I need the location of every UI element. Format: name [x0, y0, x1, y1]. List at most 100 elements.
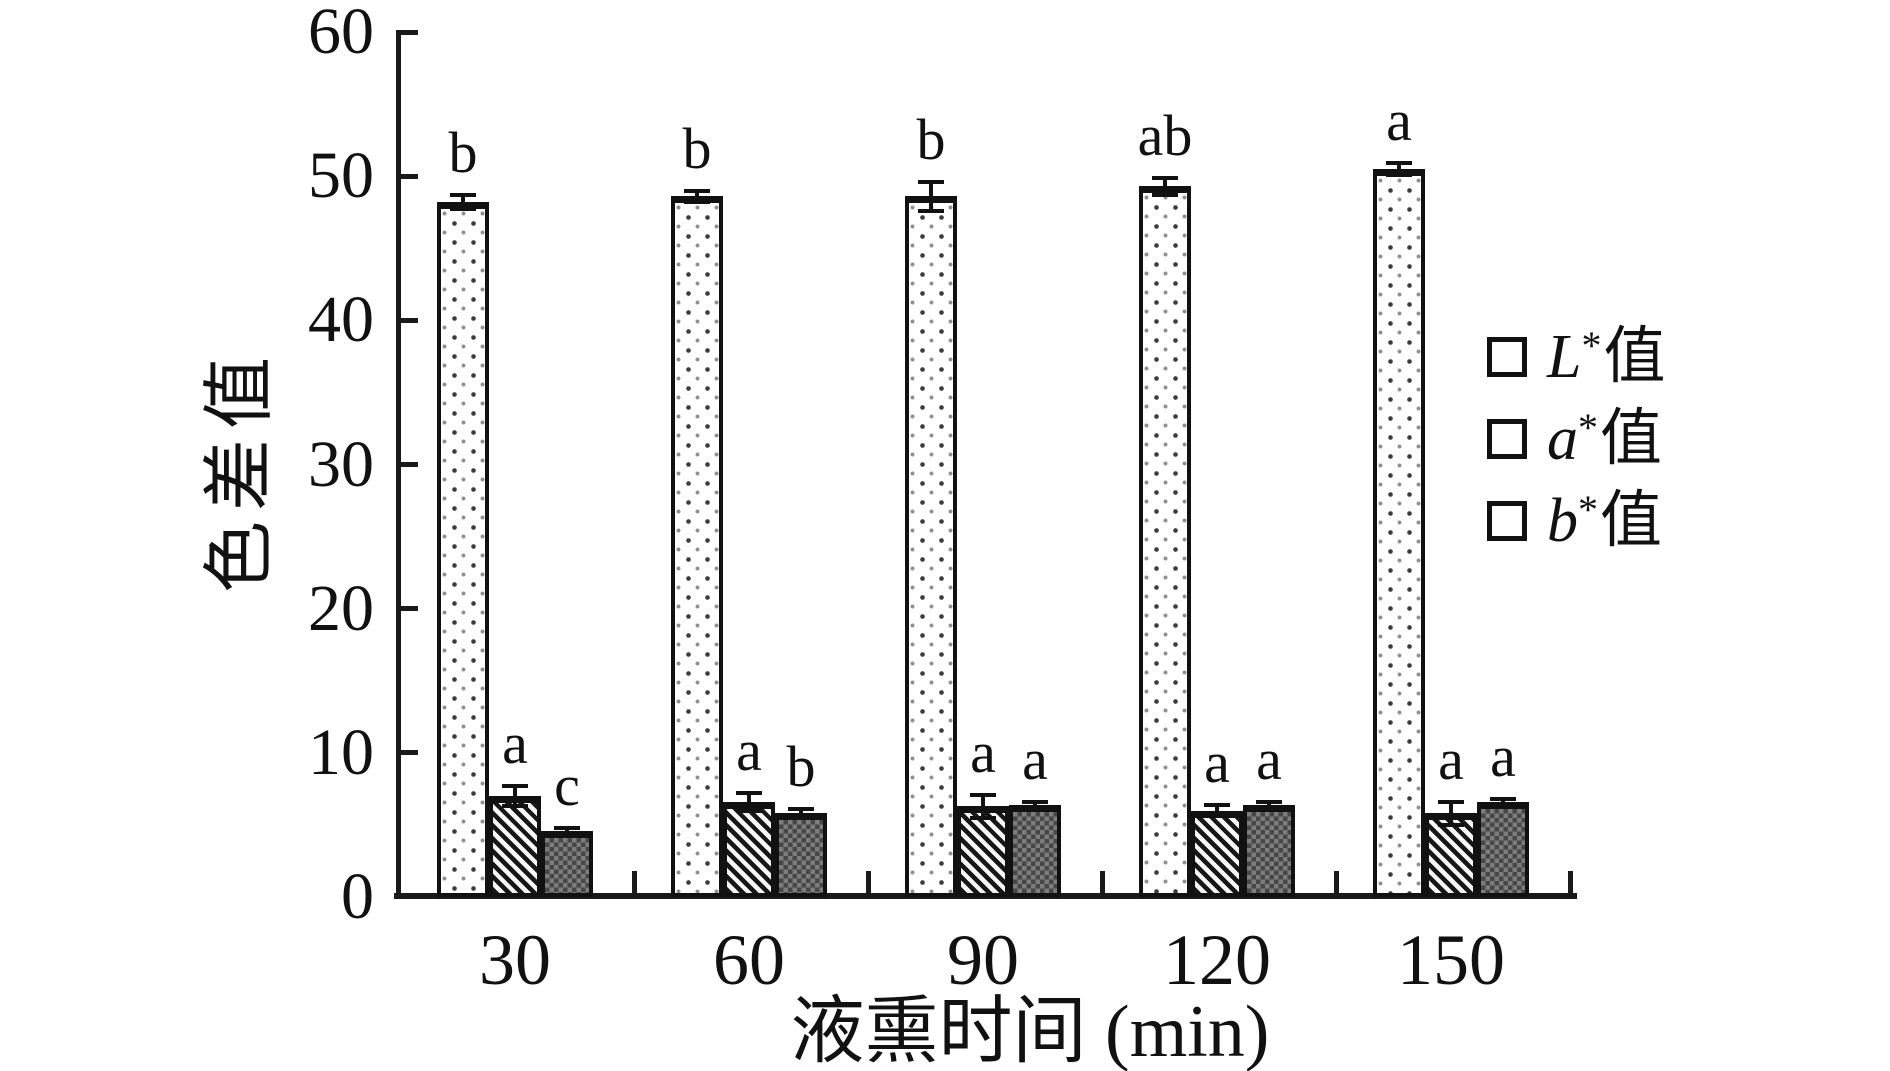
x-tick-label: 120 — [1163, 920, 1271, 1000]
error-bar-top-cap — [1204, 802, 1230, 807]
error-bar-line — [1033, 801, 1037, 808]
error-bar-bottom-cap — [1152, 192, 1178, 197]
legend-series-star: * — [1578, 405, 1598, 450]
error-bar-line — [1501, 798, 1505, 805]
bar-b-120 — [1243, 804, 1295, 897]
error-bar-bottom-cap — [1438, 822, 1464, 827]
x-axis-tick — [1334, 871, 1339, 893]
y-axis-line — [396, 30, 401, 899]
legend-series-suffix: 值 — [1603, 323, 1666, 391]
bar-a-120 — [1191, 810, 1243, 897]
error-bar-bottom-cap — [918, 208, 944, 213]
legend-label: L*值 — [1547, 323, 1666, 391]
bar-a-30 — [489, 796, 541, 897]
y-axis-tick — [401, 317, 418, 323]
legend: L*值 a*值 b*值 — [1487, 326, 1666, 572]
error-bar-top-cap — [1022, 799, 1048, 804]
error-bar-top-cap — [1490, 796, 1516, 801]
error-bar-line — [1215, 804, 1219, 817]
x-tick-label: 60 — [713, 920, 785, 1000]
y-tick-label: 30 — [308, 427, 374, 501]
y-axis-tick — [401, 462, 418, 467]
significance-letter: a — [1386, 88, 1412, 154]
significance-letter: a — [1204, 729, 1230, 795]
error-bar-top-cap — [918, 179, 944, 184]
bar-a-60 — [723, 801, 775, 897]
error-bar-top-cap — [736, 791, 762, 796]
legend-series-star: * — [1578, 487, 1598, 532]
bar-L-150 — [1373, 168, 1425, 897]
legend-swatch-dark-checker-icon — [1487, 501, 1527, 541]
significance-letter: a — [970, 719, 996, 785]
y-tick-label: 40 — [308, 283, 374, 357]
error-bar-bottom-cap — [450, 207, 476, 212]
x-axis-tick — [1100, 871, 1105, 893]
significance-letter: b — [682, 115, 712, 181]
error-bar-line — [1397, 163, 1401, 175]
y-tick-label: 60 — [308, 0, 374, 68]
legend-series-star: * — [1581, 323, 1602, 368]
bar-b-30 — [541, 830, 593, 897]
error-bar-line — [981, 794, 985, 818]
bar-b-90 — [1009, 804, 1061, 897]
legend-item-a: a*值 — [1487, 408, 1666, 470]
error-bar-line — [799, 809, 803, 818]
error-bar-bottom-cap — [502, 804, 528, 809]
error-bar-top-cap — [1386, 161, 1412, 166]
legend-label: a*值 — [1547, 405, 1663, 473]
error-bar-top-cap — [502, 783, 528, 788]
y-axis-tick — [401, 29, 418, 35]
significance-letter: a — [502, 710, 528, 776]
significance-letter: c — [554, 752, 580, 818]
x-axis-tick — [866, 871, 871, 893]
error-bar-bottom-cap — [684, 200, 710, 205]
bar-L-30 — [437, 202, 489, 897]
significance-letter: a — [1256, 726, 1282, 792]
x-tick-label: 30 — [479, 920, 551, 1000]
x-axis-tick — [632, 871, 637, 893]
legend-series-suffix: 值 — [1600, 405, 1663, 473]
bar-L-120 — [1139, 186, 1191, 897]
error-bar-top-cap — [1438, 799, 1464, 804]
y-tick-label: 10 — [308, 715, 374, 789]
error-bar-bottom-cap — [788, 815, 814, 820]
error-bar-bottom-cap — [1490, 802, 1516, 807]
error-bar-bottom-cap — [1386, 172, 1412, 177]
legend-series-letter: L — [1547, 323, 1582, 391]
error-bar-bottom-cap — [1256, 805, 1282, 810]
error-bar-line — [1163, 177, 1167, 195]
y-axis-tick — [401, 606, 418, 612]
error-bar-bottom-cap — [1204, 814, 1230, 819]
legend-label: b*值 — [1547, 487, 1662, 555]
legend-item-L: L*值 — [1487, 326, 1666, 388]
y-axis-tick — [401, 750, 418, 756]
legend-swatch-diagonal-hatch-icon — [1487, 419, 1527, 459]
significance-letter: a — [1438, 726, 1464, 792]
error-bar-line — [513, 785, 517, 807]
error-bar-top-cap — [554, 825, 580, 830]
y-tick-label: 0 — [341, 860, 374, 933]
significance-letter: b — [448, 119, 478, 185]
error-bar-top-cap — [970, 792, 996, 797]
significance-letter: b — [916, 106, 946, 172]
legend-series-letter: b — [1547, 487, 1578, 555]
x-axis-title: 液熏时间 (min) — [790, 991, 1270, 1071]
y-tick-label: 20 — [308, 571, 374, 645]
legend-series-letter: a — [1547, 405, 1578, 473]
error-bar-top-cap — [450, 192, 476, 197]
error-bar-bottom-cap — [736, 808, 762, 813]
legend-swatch-dots-icon — [1487, 337, 1527, 377]
significance-letter: b — [786, 734, 816, 800]
y-tick-label: 50 — [308, 139, 374, 213]
legend-item-b: b*值 — [1487, 490, 1666, 552]
significance-letter: ab — [1137, 102, 1193, 168]
y-axis-tick — [401, 173, 418, 179]
error-bar-line — [695, 190, 699, 203]
error-bar-top-cap — [1152, 175, 1178, 180]
bar-L-90 — [905, 196, 957, 897]
x-tick-label: 150 — [1397, 920, 1505, 1000]
x-tick-label: 90 — [947, 920, 1019, 1000]
error-bar-line — [1449, 801, 1453, 825]
bar-L-60 — [671, 196, 723, 897]
